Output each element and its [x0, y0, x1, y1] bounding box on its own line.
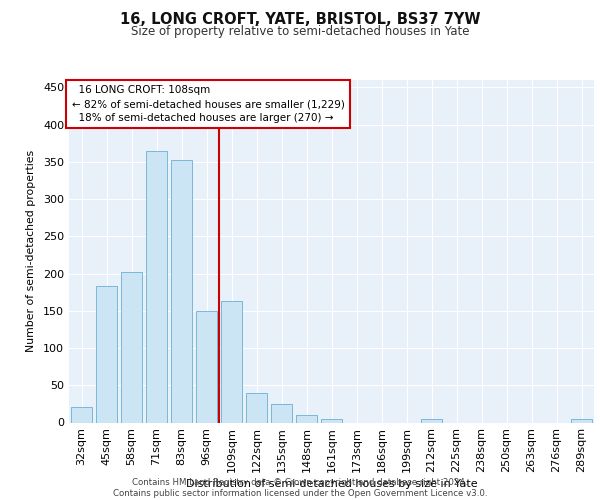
Text: Size of property relative to semi-detached houses in Yate: Size of property relative to semi-detach…	[131, 25, 469, 38]
Text: 16 LONG CROFT: 108sqm
← 82% of semi-detached houses are smaller (1,229)
  18% of: 16 LONG CROFT: 108sqm ← 82% of semi-deta…	[71, 85, 344, 123]
Bar	[121, 272, 142, 422]
Bar	[71, 407, 92, 422]
Text: Contains HM Land Registry data © Crown copyright and database right 2024.
Contai: Contains HM Land Registry data © Crown c…	[113, 478, 487, 498]
Bar	[296, 415, 317, 422]
Bar	[146, 150, 167, 422]
Bar	[171, 160, 192, 422]
Bar	[321, 419, 342, 422]
Bar	[246, 392, 267, 422]
X-axis label: Distribution of semi-detached houses by size in Yate: Distribution of semi-detached houses by …	[185, 480, 478, 490]
Bar	[571, 419, 592, 422]
Bar	[196, 311, 217, 422]
Bar	[271, 404, 292, 422]
Bar	[96, 286, 117, 422]
Bar	[421, 419, 442, 422]
Text: 16, LONG CROFT, YATE, BRISTOL, BS37 7YW: 16, LONG CROFT, YATE, BRISTOL, BS37 7YW	[120, 12, 480, 28]
Y-axis label: Number of semi-detached properties: Number of semi-detached properties	[26, 150, 36, 352]
Bar	[221, 301, 242, 422]
